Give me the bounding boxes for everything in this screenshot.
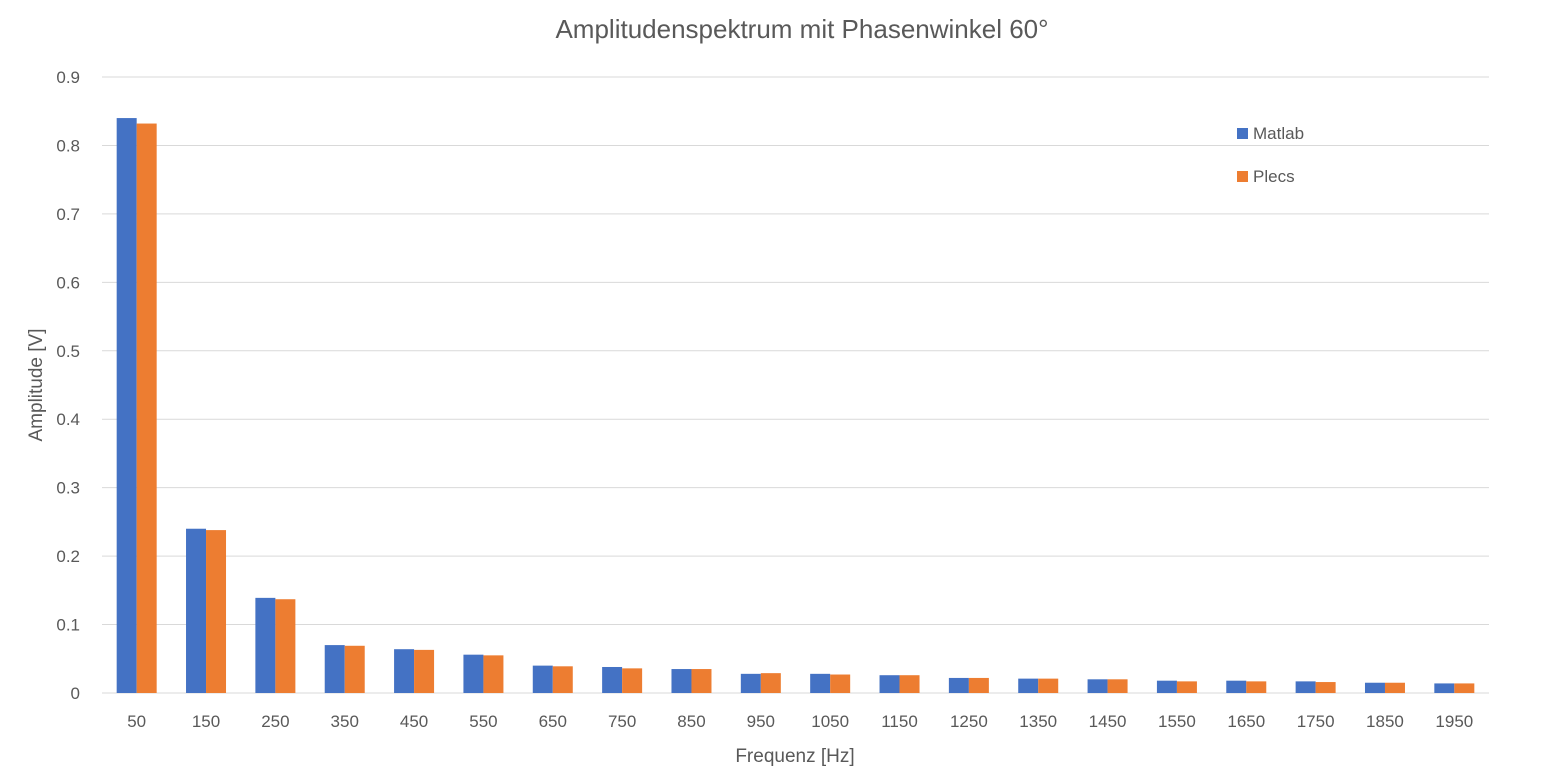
bars	[116, 118, 1475, 694]
x-tick-label: 1750	[1297, 712, 1335, 731]
y-tick-label: 0.9	[56, 68, 80, 87]
x-tick-label: 950	[747, 712, 775, 731]
bar-matlab-1950	[1434, 683, 1455, 693]
x-tick-label: 1050	[811, 712, 849, 731]
bar-plecs-1850	[1384, 682, 1405, 693]
bar-matlab-1450	[1087, 679, 1108, 693]
x-tick-label: 1350	[1019, 712, 1057, 731]
x-tick-label: 450	[400, 712, 428, 731]
bar-matlab-650	[532, 665, 553, 693]
bar-matlab-1250	[948, 677, 969, 693]
x-tick-label: 1250	[950, 712, 988, 731]
y-tick-label: 0.1	[56, 616, 80, 635]
x-tick-label: 250	[261, 712, 289, 731]
legend-swatch-matlab	[1237, 128, 1248, 139]
bar-plecs-1150	[899, 675, 920, 693]
bar-plecs-450	[414, 649, 435, 693]
bar-plecs-150	[206, 530, 227, 693]
x-tick-label: 1850	[1366, 712, 1404, 731]
bar-plecs-950	[760, 673, 781, 693]
legend: Matlab Plecs	[1237, 124, 1304, 186]
bar-plecs-50	[136, 123, 157, 693]
y-tick-label: 0.2	[56, 547, 80, 566]
x-tick-label: 650	[539, 712, 567, 731]
x-axis-label: Frequenz [Hz]	[735, 746, 854, 767]
bar-plecs-1950	[1454, 683, 1475, 693]
x-tick-label: 550	[469, 712, 497, 731]
x-tick-label: 1650	[1227, 712, 1265, 731]
bar-matlab-450	[394, 649, 415, 693]
bar-matlab-950	[740, 673, 761, 693]
y-axis-label: Amplitude [V]	[26, 329, 47, 442]
x-tick-label: 1450	[1089, 712, 1127, 731]
bar-plecs-550	[483, 655, 504, 693]
bar-matlab-750	[602, 666, 623, 693]
x-tick-label: 50	[127, 712, 146, 731]
x-tick-label: 1150	[881, 712, 918, 731]
bar-plecs-1050	[830, 674, 851, 693]
x-tick-label: 350	[331, 712, 359, 731]
bar-matlab-250	[255, 597, 276, 693]
bar-matlab-1550	[1156, 680, 1177, 693]
y-tick-label: 0.3	[56, 479, 80, 498]
bar-plecs-1350	[1038, 678, 1059, 693]
y-axis-ticks: 0 0.1 0.2 0.3 0.4 0.5 0.6 0.7 0.8 0.9	[56, 68, 80, 703]
legend-label-plecs: Plecs	[1253, 167, 1295, 186]
x-axis-ticks: 50 150 250 350 450 550 650 750 850 950 1050 1150 125…	[127, 712, 1473, 731]
bar-plecs-350	[344, 645, 365, 693]
bar-plecs-1650	[1246, 681, 1267, 693]
bar-plecs-1750	[1315, 682, 1336, 693]
bar-matlab-1150	[879, 675, 900, 693]
chart-title: Amplitudenspektrum mit Phasenwinkel 60°	[555, 14, 1048, 44]
bar-plecs-1550	[1176, 681, 1197, 693]
y-tick-label: 0.7	[56, 205, 80, 224]
y-tick-label: 0.5	[56, 342, 80, 361]
legend-swatch-plecs	[1237, 171, 1248, 182]
bar-matlab-1850	[1364, 682, 1385, 693]
bar-plecs-750	[622, 668, 643, 693]
bar-plecs-650	[552, 666, 573, 693]
y-tick-label: 0.4	[56, 410, 80, 429]
bar-plecs-250	[275, 599, 296, 693]
bar-matlab-1750	[1295, 681, 1316, 693]
bar-matlab-850	[671, 669, 692, 693]
bar-matlab-50	[116, 118, 137, 694]
bar-matlab-1050	[810, 673, 831, 693]
bar-matlab-550	[463, 654, 484, 693]
x-tick-label: 1550	[1158, 712, 1196, 731]
legend-label-matlab: Matlab	[1253, 124, 1304, 143]
bar-matlab-1350	[1018, 678, 1039, 693]
bar-plecs-850	[691, 669, 712, 693]
gridlines	[102, 76, 1489, 694]
bar-matlab-350	[324, 645, 345, 693]
y-tick-label: 0.8	[56, 136, 80, 155]
x-tick-label: 1950	[1435, 712, 1473, 731]
x-tick-label: 150	[192, 712, 220, 731]
y-tick-label: 0.6	[56, 273, 80, 292]
x-tick-label: 750	[608, 712, 636, 731]
bar-matlab-150	[186, 528, 207, 693]
bar-plecs-1250	[968, 677, 989, 693]
y-tick-label: 0	[71, 684, 80, 703]
x-tick-label: 850	[677, 712, 705, 731]
bar-matlab-1650	[1226, 680, 1247, 693]
bar-plecs-1450	[1107, 679, 1128, 693]
